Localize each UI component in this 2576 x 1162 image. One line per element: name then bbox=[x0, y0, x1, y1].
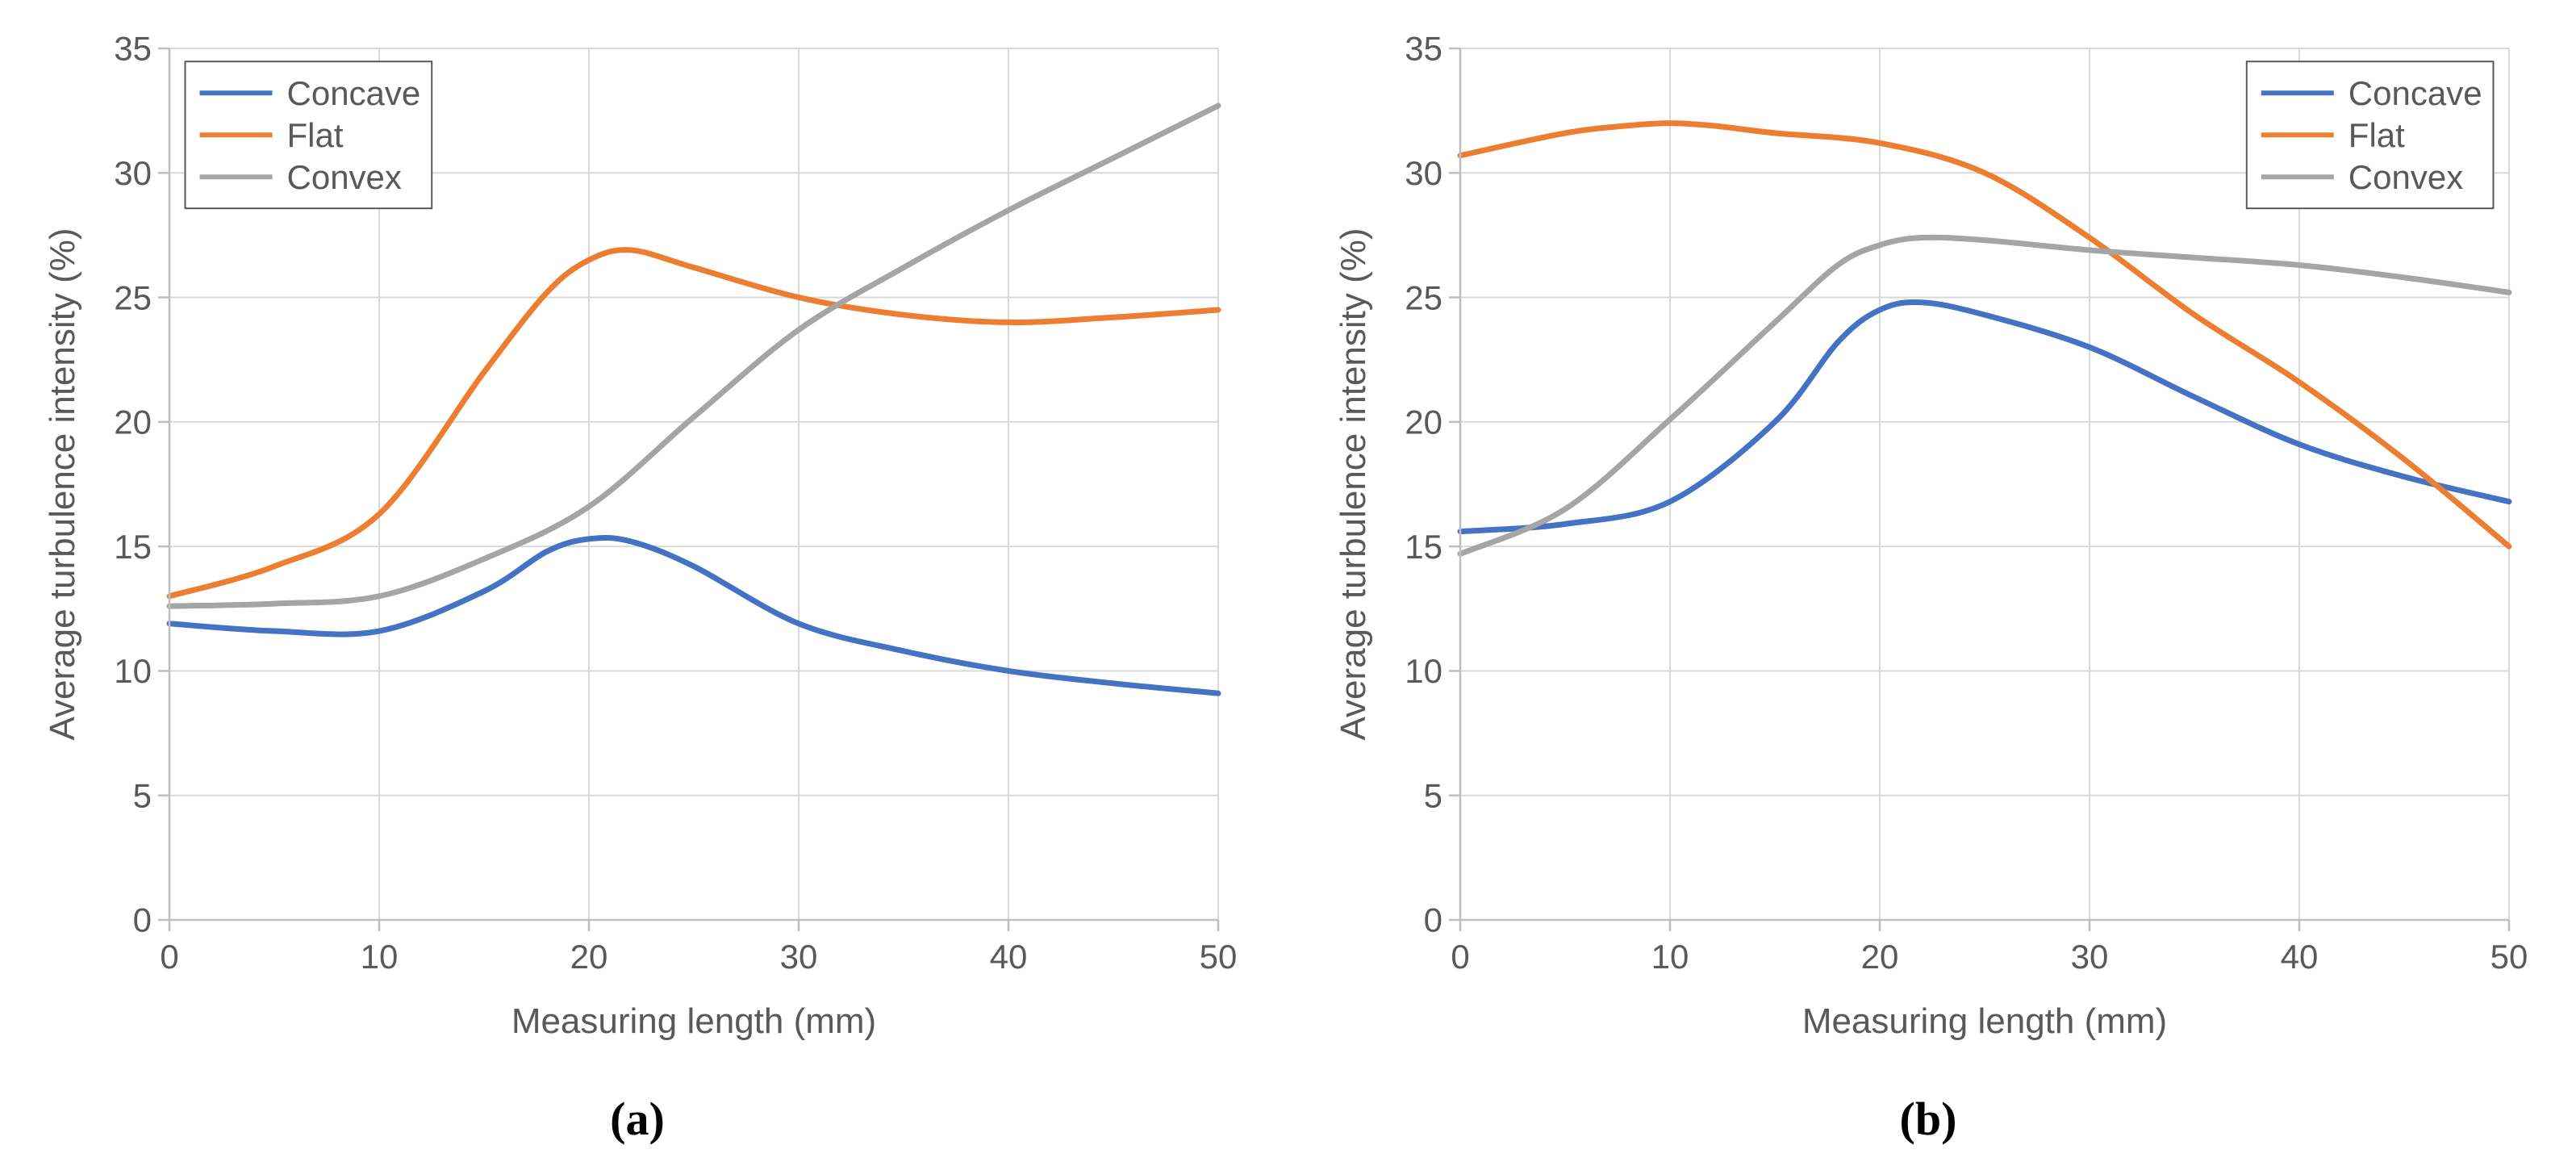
y-tick-label: 25 bbox=[114, 278, 152, 316]
x-tick-label: 50 bbox=[2490, 938, 2528, 976]
x-tick-label: 0 bbox=[1451, 938, 1469, 976]
y-axis-label: Average turbulence intensity (%) bbox=[43, 228, 82, 740]
x-tick-label: 0 bbox=[160, 938, 178, 976]
y-tick-label: 30 bbox=[1405, 154, 1442, 192]
figure-root: 0102030405005101520253035Measuring lengt… bbox=[0, 0, 2576, 1162]
sub-caption: (a) bbox=[32, 1092, 1242, 1146]
x-axis-label: Measuring length (mm) bbox=[511, 1001, 876, 1041]
chart-panel-b: 0 10 20 30 40 50 0 5 10 15 20 25 30 35 Measuring lengt… bbox=[1323, 16, 2533, 1146]
y-tick-label: 5 bbox=[1424, 776, 1442, 814]
y-tick-label: 35 bbox=[114, 30, 152, 68]
x-tick-label: 30 bbox=[2071, 938, 2109, 976]
y-tick-label: 20 bbox=[114, 403, 152, 441]
legend-label: Convex bbox=[287, 158, 402, 196]
y-tick-label: 15 bbox=[114, 528, 152, 566]
x-tick-label: 40 bbox=[990, 938, 1028, 976]
legend-label: Flat bbox=[2348, 116, 2405, 154]
legend: Concave Flat Convex bbox=[186, 61, 432, 208]
y-tick-label: 0 bbox=[133, 901, 152, 939]
y-tick-label: 15 bbox=[1405, 528, 1442, 566]
x-tick-label: 30 bbox=[780, 938, 818, 976]
y-tick-label: 0 bbox=[1424, 901, 1442, 939]
x-tick-label: 20 bbox=[1861, 938, 1899, 976]
chart-svg: 0 10 20 30 40 50 0 5 10 15 20 25 30 35 Measuring lengt… bbox=[1323, 16, 2533, 1146]
y-tick-label: 35 bbox=[1405, 30, 1442, 68]
y-tick-label: 5 bbox=[133, 776, 152, 814]
x-tick-label: 50 bbox=[1200, 938, 1238, 976]
legend-label: Concave bbox=[287, 74, 421, 112]
x-tick-label: 10 bbox=[361, 938, 399, 976]
x-tick-label: 40 bbox=[2281, 938, 2319, 976]
chart-panel-a: 0 10 20 30 40 50 0 5 10 15 20 25 30 35 Measuring lengt… bbox=[32, 16, 1242, 1146]
legend-label: Convex bbox=[2348, 158, 2463, 196]
x-tick-label: 20 bbox=[570, 938, 608, 976]
y-tick-label: 30 bbox=[114, 154, 152, 192]
y-tick-label: 10 bbox=[114, 652, 152, 690]
legend-label: Flat bbox=[287, 116, 344, 154]
legend: Concave Flat Convex bbox=[2247, 61, 2494, 208]
legend-label: Concave bbox=[2348, 74, 2482, 112]
x-tick-label: 10 bbox=[1651, 938, 1689, 976]
sub-caption: (b) bbox=[1323, 1092, 2533, 1146]
y-tick-label: 20 bbox=[1405, 403, 1442, 441]
y-tick-label: 25 bbox=[1405, 278, 1442, 316]
x-axis-label: Measuring length (mm) bbox=[1802, 1001, 2167, 1041]
chart-svg: 0 10 20 30 40 50 0 5 10 15 20 25 30 35 Measuring lengt… bbox=[32, 16, 1242, 1146]
y-axis-label: Average turbulence intensity (%) bbox=[1334, 228, 1373, 740]
y-tick-label: 10 bbox=[1405, 652, 1442, 690]
